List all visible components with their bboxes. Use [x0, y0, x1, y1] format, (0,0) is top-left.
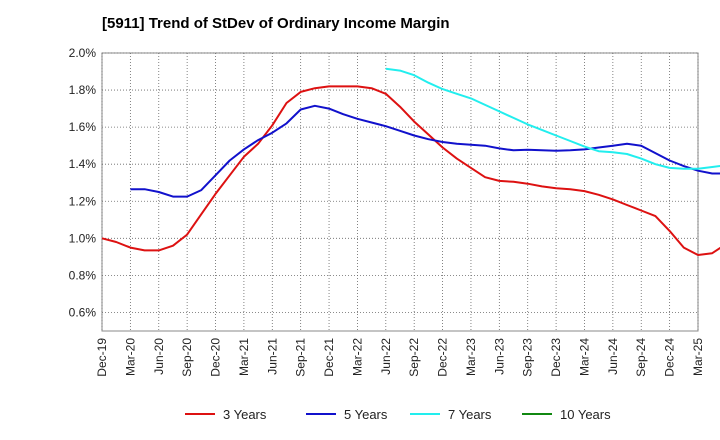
x-tick-label: Sep-22	[407, 338, 421, 377]
y-tick-label: 1.2%	[69, 194, 97, 208]
series-lines	[101, 67, 720, 256]
x-tick-label: Sep-21	[294, 338, 308, 377]
chart-title: [5911] Trend of StDev of Ordinary Income…	[102, 15, 450, 32]
y-axis-ticks: 0.6% 0.8% 1.0% 1.2% 1.4% 1.6% 1.8% 2.0%	[69, 46, 97, 319]
x-tick-label: Mar-20	[123, 338, 137, 376]
x-tick-label: Mar-25	[691, 338, 705, 376]
series-line-3-years	[101, 85, 720, 256]
x-tick-label: Dec-19	[95, 338, 109, 377]
plot-area	[101, 52, 699, 332]
y-tick-label: 1.0%	[69, 231, 97, 245]
series-line-5-years	[130, 104, 720, 198]
y-tick-label: 0.6%	[69, 305, 97, 319]
y-tick-label: 1.4%	[69, 157, 97, 171]
grid-lines	[101, 52, 699, 331]
y-tick-label: 1.6%	[69, 120, 97, 134]
x-axis-ticks: Dec-19 Mar-20 Jun-20 Sep-20 Dec-20 Mar-21 Jun-…	[95, 338, 705, 377]
x-tick-label: Sep-20	[180, 338, 194, 377]
x-tick-label: Sep-24	[634, 338, 648, 377]
x-tick-label: Dec-20	[209, 338, 223, 377]
legend: 3 Years 5 Years 7 Years 10 Years	[185, 407, 611, 422]
x-tick-label: Dec-24	[663, 338, 677, 377]
series-line-7-years	[385, 67, 720, 170]
legend-label: 5 Years	[344, 407, 388, 422]
legend-label: 10 Years	[560, 407, 611, 422]
x-tick-label: Dec-21	[322, 338, 336, 377]
y-tick-label: 2.0%	[69, 46, 97, 60]
x-tick-label: Mar-22	[350, 338, 364, 376]
x-tick-label: Mar-21	[237, 338, 251, 376]
x-tick-label: Dec-23	[549, 338, 563, 377]
y-tick-label: 1.8%	[69, 83, 97, 97]
x-tick-label: Jun-24	[606, 338, 620, 375]
x-tick-label: Mar-24	[577, 338, 591, 376]
x-tick-label: Jun-23	[492, 338, 506, 375]
x-tick-label: Sep-23	[521, 338, 535, 377]
y-tick-label: 0.8%	[69, 268, 97, 282]
x-tick-label: Jun-20	[152, 338, 166, 375]
x-tick-label: Jun-22	[379, 338, 393, 375]
legend-label: 7 Years	[448, 407, 492, 422]
legend-label: 3 Years	[223, 407, 267, 422]
x-tick-label: Jun-21	[265, 338, 279, 375]
x-tick-label: Dec-22	[436, 338, 450, 377]
x-tick-label: Mar-23	[464, 338, 478, 376]
